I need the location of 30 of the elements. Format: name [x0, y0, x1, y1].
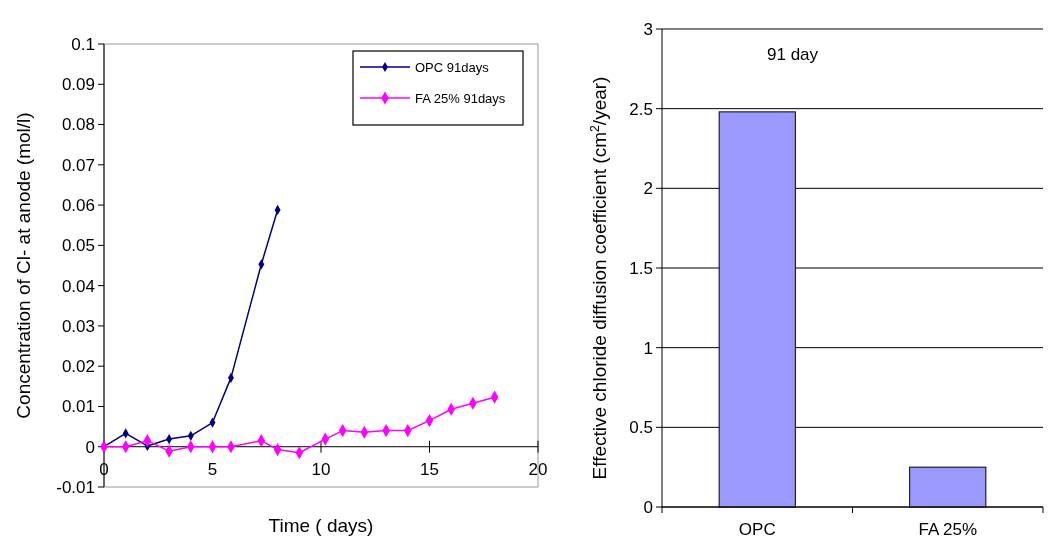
x-tick-label: 20 — [528, 459, 548, 479]
y-tick-label: 3 — [643, 19, 653, 39]
y-tick-label: 2 — [643, 179, 653, 199]
y-tick-label: 0.04 — [61, 276, 95, 296]
annotation: 91 day — [767, 45, 819, 64]
x-tick-label: 5 — [207, 459, 218, 479]
y-tick-label: 0 — [85, 437, 95, 457]
y-tick-label: 1.5 — [629, 258, 653, 278]
x-tick-label: FA 25% — [918, 520, 978, 539]
y-tick-label: -0.01 — [56, 477, 95, 497]
legend-label: OPC 91days — [415, 59, 490, 75]
y-tick-label: 0 — [643, 497, 653, 517]
x-axis-title: Time ( days) — [268, 515, 374, 536]
y-tick-label: 1 — [643, 338, 653, 358]
x-tick-label: 15 — [420, 459, 439, 479]
y-tick-label: 0.5 — [629, 418, 653, 438]
y-tick-label: 0.07 — [61, 155, 95, 175]
legend-label: FA 25% 91days — [415, 90, 506, 106]
y-tick-label: 0.03 — [61, 316, 95, 336]
y-tick-label: 0.08 — [61, 115, 95, 135]
y-tick-label: 0.1 — [71, 34, 95, 54]
y-axis-title: Concentration of Cl- at anode (mol/l) — [13, 112, 34, 419]
y-tick-label: 0.02 — [61, 357, 95, 377]
y-tick-label: 0.01 — [61, 397, 95, 417]
y-tick-label: 0.06 — [61, 196, 95, 216]
x-tick-label: 10 — [311, 459, 331, 479]
y-tick-label: 0.05 — [61, 236, 95, 256]
x-tick-label: OPC — [738, 520, 776, 539]
y-tick-label: 2.5 — [629, 99, 653, 119]
y-tick-label: 0.09 — [61, 75, 95, 95]
